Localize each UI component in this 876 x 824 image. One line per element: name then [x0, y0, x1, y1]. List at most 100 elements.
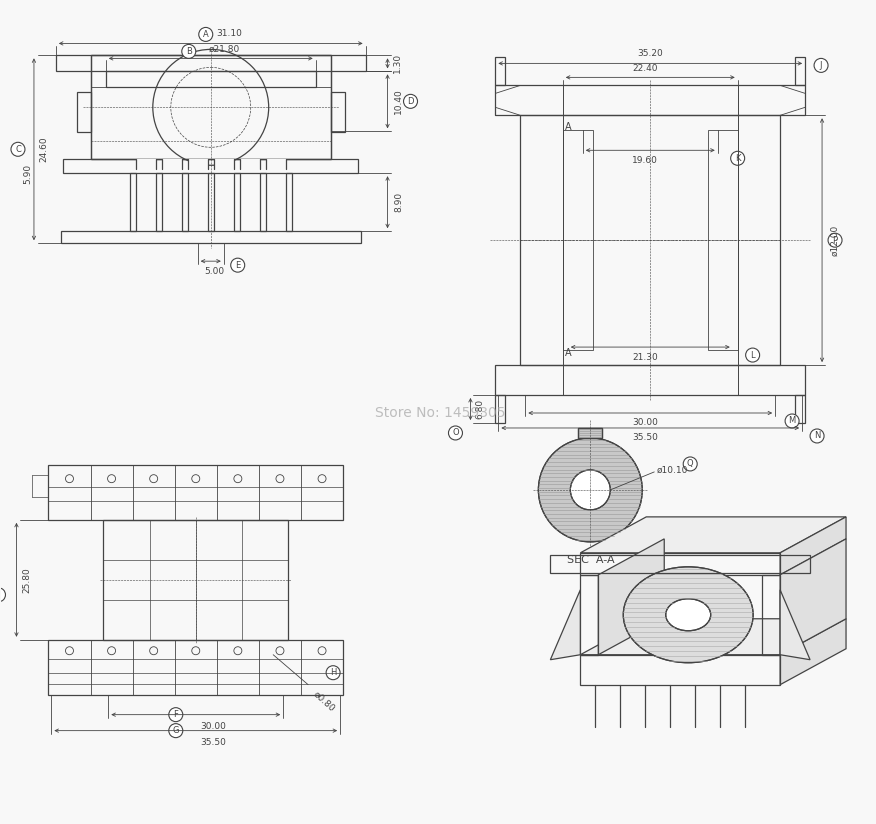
Bar [580, 575, 598, 655]
Bar [563, 130, 593, 350]
Bar [496, 86, 805, 115]
Bar [156, 173, 162, 232]
Polygon shape [598, 539, 664, 655]
Bar [103, 520, 288, 639]
Text: 25.80: 25.80 [22, 567, 31, 592]
Bar [63, 159, 358, 173]
Bar [234, 173, 240, 232]
Text: 31.10: 31.10 [215, 29, 242, 38]
Circle shape [539, 438, 642, 542]
Bar [259, 173, 265, 232]
Ellipse shape [624, 567, 753, 662]
Bar [496, 58, 505, 86]
Circle shape [731, 152, 745, 166]
Bar [240, 159, 259, 169]
Bar [550, 555, 810, 573]
Bar [91, 55, 330, 159]
Text: C: C [15, 145, 21, 154]
Text: Store No: 1459305: Store No: 1459305 [375, 406, 505, 420]
Polygon shape [781, 539, 846, 655]
Bar [77, 92, 91, 133]
Text: 6.80: 6.80 [475, 399, 484, 419]
Bar [578, 428, 603, 438]
Text: 5.00: 5.00 [205, 267, 225, 276]
Text: 35.20: 35.20 [638, 49, 663, 58]
Circle shape [814, 59, 828, 73]
Text: J: J [820, 61, 823, 70]
Text: P: P [832, 236, 837, 245]
Circle shape [570, 470, 611, 510]
Circle shape [828, 233, 842, 247]
Bar [106, 72, 315, 87]
Text: L: L [751, 350, 755, 359]
Bar [580, 655, 781, 685]
Text: N: N [814, 432, 820, 441]
Text: 1.30: 1.30 [393, 54, 402, 73]
Text: 30.00: 30.00 [201, 722, 227, 731]
Bar [136, 159, 156, 169]
Bar [496, 395, 505, 423]
Bar [182, 173, 187, 232]
Bar [61, 232, 361, 243]
Circle shape [810, 429, 824, 443]
Bar [578, 428, 603, 438]
Text: K: K [735, 154, 740, 163]
Text: A: A [203, 30, 208, 39]
Bar [187, 159, 208, 169]
Text: Q: Q [687, 460, 694, 468]
Bar [162, 159, 182, 169]
Circle shape [169, 723, 183, 737]
Text: F: F [173, 710, 178, 719]
Bar [48, 639, 343, 695]
Text: ø10.10: ø10.10 [656, 466, 688, 475]
Polygon shape [580, 619, 846, 655]
Polygon shape [781, 619, 846, 685]
Text: ø0.80: ø0.80 [311, 690, 336, 714]
Bar [48, 465, 343, 520]
Circle shape [199, 27, 213, 41]
Text: 21.30: 21.30 [632, 353, 658, 362]
Bar [520, 115, 781, 365]
Circle shape [230, 258, 244, 272]
Circle shape [683, 457, 697, 471]
Bar [795, 395, 805, 423]
Text: M: M [788, 416, 795, 425]
Polygon shape [781, 590, 810, 660]
Circle shape [326, 666, 340, 680]
Text: 24.60: 24.60 [39, 137, 48, 162]
Text: 30.00: 30.00 [632, 419, 658, 428]
Text: B: B [186, 47, 192, 56]
Text: A: A [564, 348, 571, 358]
Text: 35.50: 35.50 [632, 433, 658, 442]
Text: H: H [330, 668, 336, 677]
Text: ø12.00: ø12.00 [830, 225, 839, 255]
Polygon shape [781, 517, 846, 575]
Text: A: A [564, 122, 571, 133]
Bar [795, 58, 805, 86]
Bar [265, 159, 286, 169]
Text: E: E [235, 260, 240, 269]
Bar [286, 173, 292, 232]
Text: 10.40: 10.40 [394, 88, 403, 115]
Circle shape [11, 143, 25, 157]
Bar [214, 159, 234, 169]
Bar [580, 553, 781, 575]
Circle shape [0, 588, 5, 602]
Circle shape [449, 426, 463, 440]
Text: 22.40: 22.40 [632, 64, 658, 73]
Bar [762, 575, 781, 655]
Text: ø21.80: ø21.80 [209, 45, 240, 54]
Polygon shape [550, 590, 580, 660]
Text: 5.90: 5.90 [24, 164, 32, 185]
Circle shape [169, 708, 183, 722]
Bar [708, 130, 738, 350]
Text: 8.90: 8.90 [394, 192, 403, 213]
Circle shape [182, 44, 195, 59]
Text: D: D [407, 97, 413, 105]
Bar [56, 55, 365, 72]
Bar [91, 55, 330, 159]
Text: 19.60: 19.60 [632, 156, 658, 165]
Bar [496, 365, 805, 395]
Circle shape [785, 414, 799, 428]
Polygon shape [580, 517, 846, 553]
